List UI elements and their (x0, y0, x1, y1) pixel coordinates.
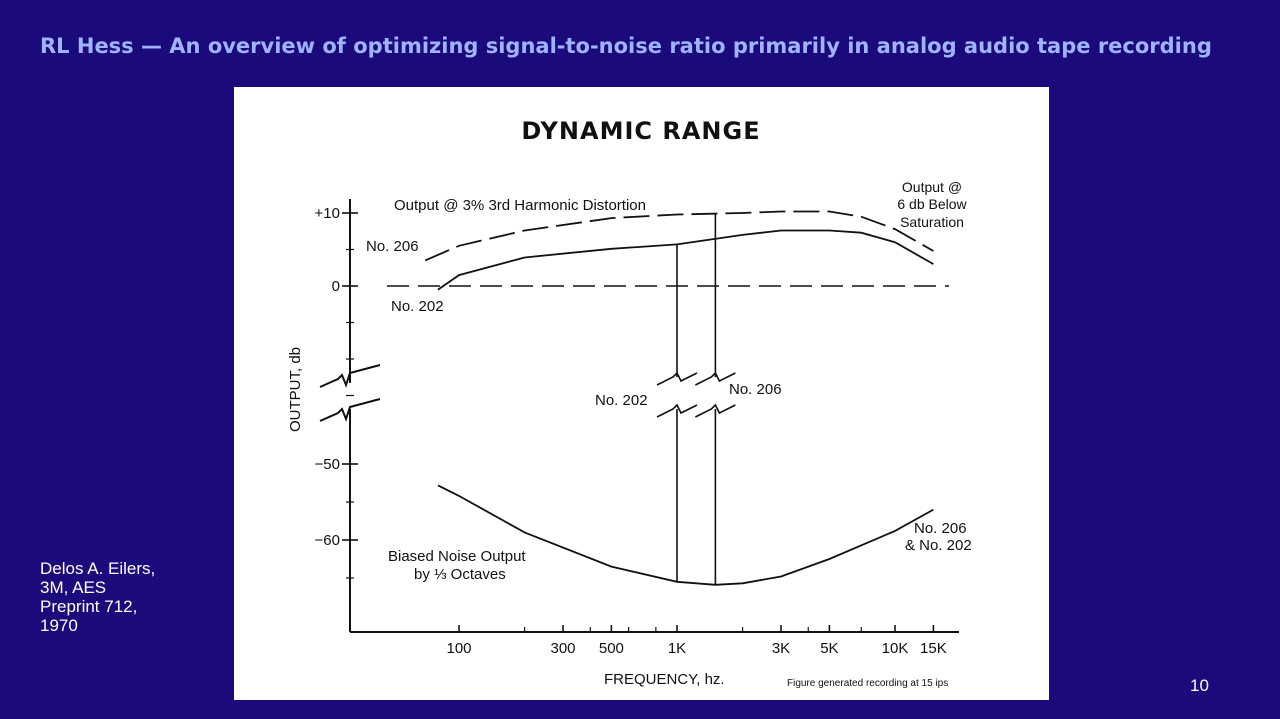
annotation-noise-2: by ⅓ Octaves (414, 566, 506, 583)
chart-title: DYNAMIC RANGE (521, 117, 760, 145)
x-tick-label: 1K (668, 640, 686, 657)
y-tick-label: +10 (315, 205, 340, 222)
axis-break-upper (319, 364, 381, 388)
y-tick-label: −50 (315, 456, 340, 473)
x-tick-label: 3K (772, 640, 790, 657)
credit-block: Delos A. Eilers, 3M, AES Preprint 712, 1… (40, 559, 155, 635)
x-tick-label: 300 (550, 640, 575, 657)
credit-line: Preprint 712, (40, 597, 138, 616)
credit-line: 1970 (40, 616, 78, 635)
x-tick-label: 100 (446, 640, 471, 657)
series-label-202: No. 202 (391, 298, 444, 315)
x-tick-label: 500 (599, 640, 624, 657)
annotation-saturation-1: Output @ (902, 179, 962, 195)
x-tick-label: 10K (882, 640, 909, 657)
annotation-distortion: Output @ 3% 3rd Harmonic Distortion (394, 197, 646, 214)
dynamic-range-figure: DYNAMIC RANGE 100 300 500 1K 3K 5K 10K 15K +10 0… (234, 87, 1049, 700)
axis-break-lower (319, 398, 381, 422)
x-tick-label: 15K (920, 640, 947, 657)
page-number: 10 (1190, 676, 1209, 695)
credit-line: Delos A. Eilers, (40, 559, 156, 578)
marker-break-lower (695, 403, 736, 418)
marker-break-lower (656, 403, 698, 418)
y-axis-label: OUTPUT, db (287, 347, 304, 432)
credit-line: 3M, AES (40, 578, 107, 597)
series-label-both-2: & No. 202 (905, 537, 972, 554)
series-label-both-1: No. 206 (914, 520, 967, 537)
marker-label-202: No. 202 (595, 392, 648, 409)
x-tick-label: 5K (820, 640, 838, 657)
dynamic-range-chart: DYNAMIC RANGE 100 300 500 1K 3K 5K 10K 15K +10 0… (287, 117, 972, 689)
series-label-206: No. 206 (366, 238, 419, 255)
annotation-noise-1: Biased Noise Output (388, 548, 526, 565)
series-line-2 (437, 229, 934, 291)
series-line-3 (437, 484, 934, 586)
annotation-recording-note: Figure generated recording at 15 ips (787, 678, 948, 689)
series-line-1 (424, 210, 934, 262)
x-axis-label: FREQUENCY, hz. (604, 671, 725, 688)
y-tick-label: 0 (332, 278, 340, 295)
annotation-saturation-3: Saturation (900, 214, 964, 230)
y-tick-label: −60 (315, 532, 340, 549)
marker-break-upper (656, 371, 698, 386)
marker-break-upper (695, 371, 736, 386)
slide-title: RL Hess — An overview of optimizing sign… (40, 34, 1212, 58)
annotation-saturation-2: 6 db Below (897, 196, 967, 212)
marker-label-206: No. 206 (729, 381, 782, 398)
